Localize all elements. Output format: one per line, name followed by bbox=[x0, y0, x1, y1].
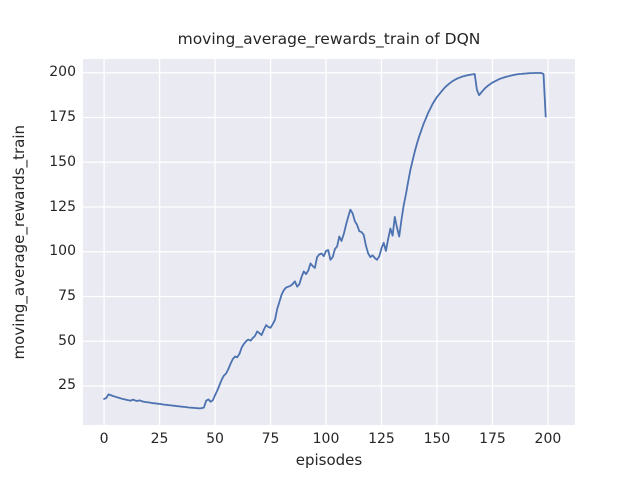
axes-background bbox=[83, 59, 575, 425]
y-tick-label: 75 bbox=[58, 287, 76, 304]
x-tick-label: 0 bbox=[99, 431, 109, 447]
x-tick-label: 200 bbox=[534, 431, 562, 447]
dqn-reward-line-series bbox=[103, 72, 547, 410]
chart-title: moving_average_rewards_train of DQN bbox=[177, 30, 481, 48]
y-tick-label: 150 bbox=[49, 153, 76, 170]
x-tick-label: 175 bbox=[479, 431, 506, 447]
y-tick-label: 100 bbox=[49, 243, 76, 260]
y-tick-label: 175 bbox=[49, 109, 76, 126]
x-tick-label: 75 bbox=[261, 431, 280, 447]
y-tick-label: 50 bbox=[58, 332, 76, 349]
x-tick-label: 125 bbox=[368, 431, 395, 447]
x-tick-label: 150 bbox=[423, 431, 451, 447]
x-tick-label: 50 bbox=[206, 431, 224, 447]
y-tick-label: 200 bbox=[49, 64, 76, 81]
y-axis-label: moving_average_rewards_train bbox=[10, 124, 28, 360]
y-tick-label: 125 bbox=[49, 198, 76, 215]
x-axis-label: episodes bbox=[295, 451, 363, 469]
y-tick-label: 25 bbox=[58, 377, 76, 394]
x-tick-label: 100 bbox=[312, 431, 340, 447]
x-tick-label: 25 bbox=[150, 431, 169, 447]
